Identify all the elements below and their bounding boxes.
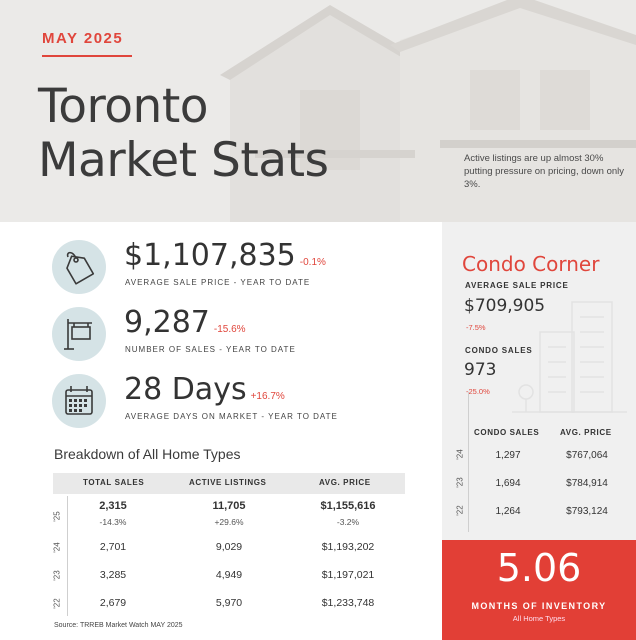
condo-title: Condo Corner [462, 252, 600, 276]
period-underline [42, 55, 132, 57]
avg-price-cell: $1,155,616 [320, 500, 376, 512]
active-listings-cell: 11,705 [212, 500, 246, 512]
avg-price-change: -3.2% [336, 517, 360, 527]
year-label: '22 [455, 505, 465, 516]
stat-change: +16.7% [250, 391, 285, 402]
condo-sales-cell: 1,264 [495, 506, 521, 517]
condo-sales-label: CONDO SALES [465, 346, 533, 355]
condo-price-value: $709,905 [464, 296, 546, 316]
year-divider [468, 392, 469, 532]
condo-price-label: AVERAGE SALE PRICE [465, 281, 569, 290]
column-header: AVG. PRICE [560, 428, 612, 437]
inventory-value: 5.06 [496, 546, 582, 590]
breakdown-table-header: TOTAL SALES ACTIVE LISTINGS AVG. PRICE [53, 473, 405, 494]
calendar-icon [52, 374, 106, 428]
year-label: '23 [455, 477, 465, 488]
stat-label: AVERAGE DAYS ON MARKET - YEAR TO DATE [125, 412, 338, 421]
title-line-2: Market Stats [38, 133, 329, 188]
stat-value: 28 Days +16.7% [124, 372, 285, 407]
condo-avg-price-cell: $767,064 [566, 450, 608, 461]
active-listings-cell: 9,029 [215, 541, 243, 553]
house-background-image [0, 0, 636, 222]
title-line-1: Toronto [38, 79, 209, 134]
condo-avg-price-cell: $793,124 [566, 506, 608, 517]
condo-corner-panel: Condo Corner AVERAGE SALE PRICE $709,905… [442, 222, 636, 540]
total-sales-cell: 3,285 [99, 569, 127, 581]
condo-sales-cell: 1,694 [495, 478, 521, 489]
avg-price-cell: $1,233,748 [321, 597, 375, 609]
year-divider [67, 496, 68, 616]
stat-value: $1,107,835 -0.1% [124, 238, 326, 273]
condo-sales-cell: 1,297 [495, 450, 521, 461]
condo-price-change: -7.5% [466, 323, 486, 332]
months-of-inventory-panel: 5.06 MONTHS OF INVENTORY All Home Types [442, 540, 636, 640]
breakdown-title: Breakdown of All Home Types [54, 446, 241, 462]
column-header: ACTIVE LISTINGS [189, 478, 267, 487]
stat-days-on-market: 28 Days +16.7% AVERAGE DAYS ON MARKET - Y… [52, 372, 432, 430]
year-label: '24 [455, 449, 465, 460]
stat-value: 9,287 -15.6% [124, 305, 246, 340]
stat-average-sale-price: $1,107,835 -0.1% AVERAGE SALE PRICE - YEA… [52, 238, 432, 296]
stat-label: NUMBER OF SALES - YEAR TO DATE [125, 345, 296, 354]
source-note: Source: TRREB Market Watch MAY 2025 [54, 622, 183, 629]
condo-sales-value: 973 [464, 360, 497, 380]
period-label: MAY 2025 [42, 30, 124, 47]
total-sales-cell: 2,701 [99, 541, 127, 553]
stat-change: -15.6% [213, 324, 246, 335]
total-sales-cell: 2,315 [99, 500, 127, 512]
hero-note: Active listings are up almost 30% puttin… [464, 153, 625, 190]
total-sales-change: -14.3% [99, 517, 127, 527]
sale-sign-icon [52, 307, 106, 361]
stat-change: -0.1% [299, 257, 326, 268]
avg-price-cell: $1,197,021 [321, 569, 375, 581]
active-listings-cell: 5,970 [215, 597, 243, 609]
stat-label: AVERAGE SALE PRICE - YEAR TO DATE [125, 278, 311, 287]
stat-number-of-sales: 9,287 -15.6% NUMBER OF SALES - YEAR TO DA… [52, 305, 432, 363]
inventory-label: MONTHS OF INVENTORY [471, 601, 607, 611]
active-listings-cell: 4,949 [215, 569, 243, 581]
condo-sales-change: -25.0% [466, 387, 490, 396]
column-header: TOTAL SALES [83, 478, 145, 487]
inventory-subtitle: All Home Types [512, 614, 566, 623]
price-tag-icon [52, 240, 106, 294]
total-sales-cell: 2,679 [99, 597, 127, 609]
column-header: CONDO SALES [474, 428, 540, 437]
active-listings-change: +29.6% [214, 517, 244, 527]
column-header: AVG. PRICE [319, 478, 371, 487]
avg-price-cell: $1,193,202 [321, 541, 375, 553]
hero-banner: MAY 2025 Toronto Market Stats Active lis… [0, 0, 636, 222]
condo-avg-price-cell: $784,914 [566, 478, 608, 489]
condo-building-icon [512, 301, 627, 413]
page-title: Toronto Market Stats [38, 79, 329, 188]
